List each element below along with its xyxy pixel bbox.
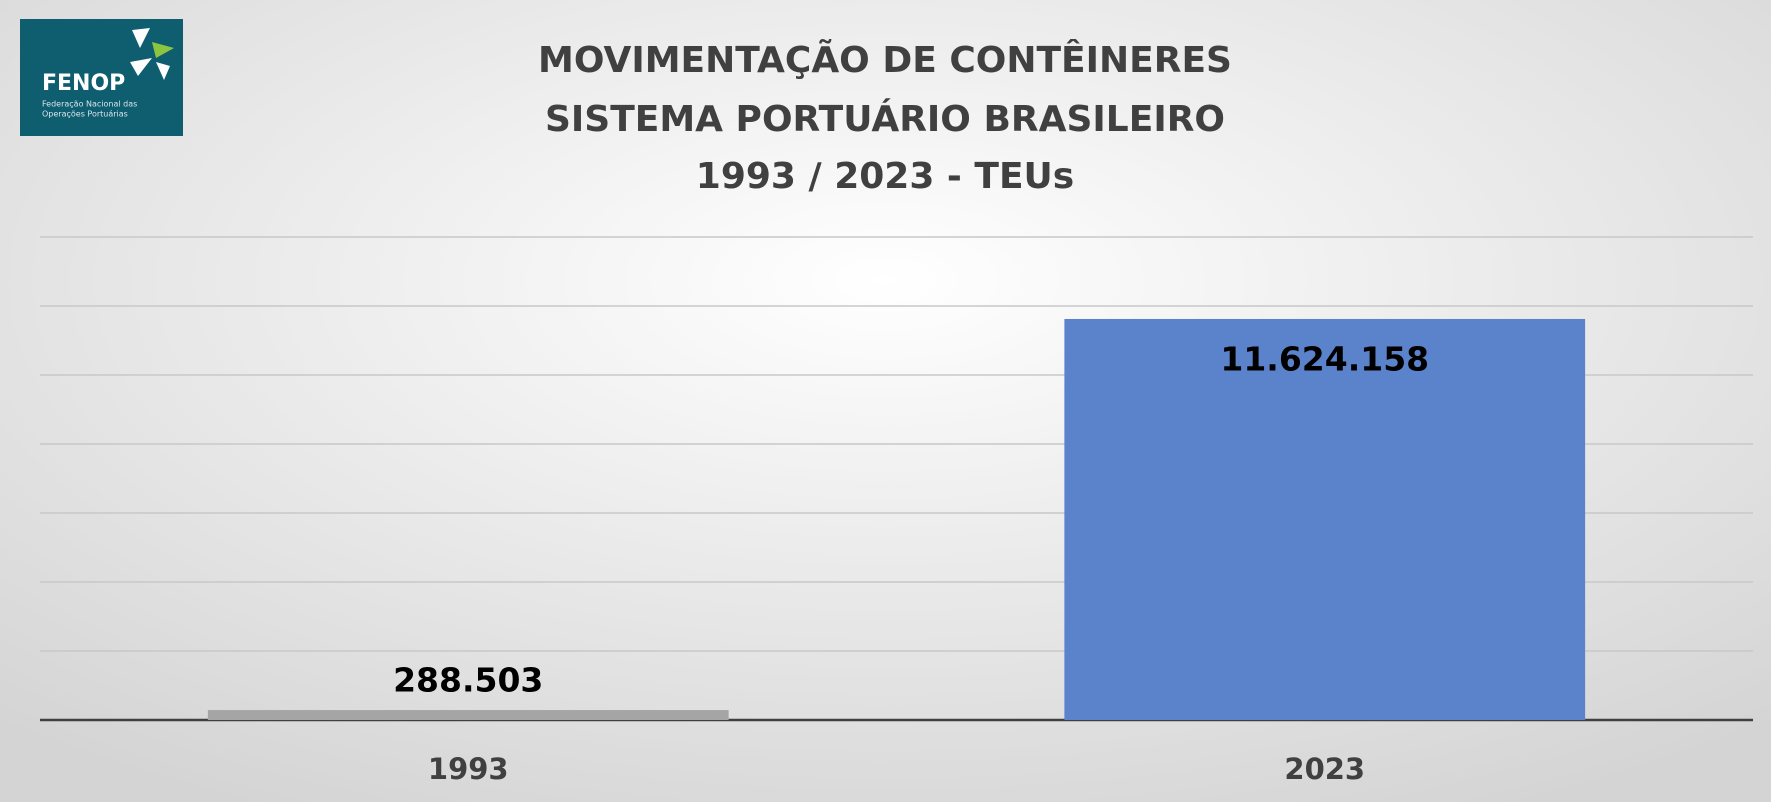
logo-shape: [132, 28, 150, 48]
chart-title: MOVIMENTAÇÃO DE CONTÊINERES: [538, 39, 1232, 81]
data-label: 288.503: [393, 661, 543, 700]
logo-tagline: Federação Nacional das: [42, 100, 137, 109]
data-label: 11.624.158: [1220, 339, 1429, 378]
x-tick-label: 2023: [1284, 752, 1365, 786]
logo-name: FENOP: [42, 71, 125, 96]
bar: [207, 710, 729, 720]
logo-shape: [152, 42, 174, 58]
logo: FENOP Federação Nacional das Operações P…: [20, 19, 183, 136]
x-tick-label: 1993: [428, 752, 509, 786]
logo-shape: [130, 58, 152, 76]
chart-title: SISTEMA PORTUÁRIO BRASILEIRO: [545, 98, 1225, 140]
logo-box: [20, 19, 183, 136]
logo-shape: [156, 62, 170, 80]
chart-title: 1993 / 2023 - TEUs: [696, 156, 1074, 197]
bar: [1064, 318, 1586, 720]
logo-tagline: Operações Portuárias: [42, 110, 128, 119]
